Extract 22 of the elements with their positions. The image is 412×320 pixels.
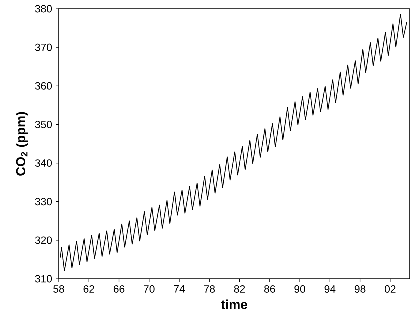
- x-tick-label: 66: [114, 286, 125, 293]
- x-axis-title: time: [221, 300, 248, 310]
- x-tick-label: 94: [324, 286, 336, 293]
- x-tick-label: 86: [264, 286, 276, 293]
- x-tick-label: 74: [174, 286, 186, 293]
- y-tick-label: 320: [35, 236, 52, 244]
- x-tick-label: 82: [234, 286, 246, 293]
- x-tick-label: 02: [384, 286, 396, 293]
- x-tick-label: 70: [144, 286, 155, 293]
- y-tick-label: 370: [35, 44, 52, 52]
- y-tick-label: 350: [35, 121, 52, 128]
- x-tick-label: 90: [294, 286, 306, 293]
- y-tick-label: 310: [35, 275, 52, 283]
- x-tick-label: 78: [204, 286, 216, 293]
- x-tick-label: 62: [84, 286, 94, 293]
- y-tick-label: 330: [35, 198, 52, 206]
- y-tick-label: 360: [35, 82, 52, 90]
- x-tick-label: 98: [354, 286, 366, 293]
- y-tick-label: 340: [35, 160, 52, 168]
- y-tick-label: 380: [35, 5, 52, 13]
- y-axis-title: CO$_{2}$ (ppm): [16, 112, 28, 176]
- x-tick-label: 58: [54, 286, 64, 293]
